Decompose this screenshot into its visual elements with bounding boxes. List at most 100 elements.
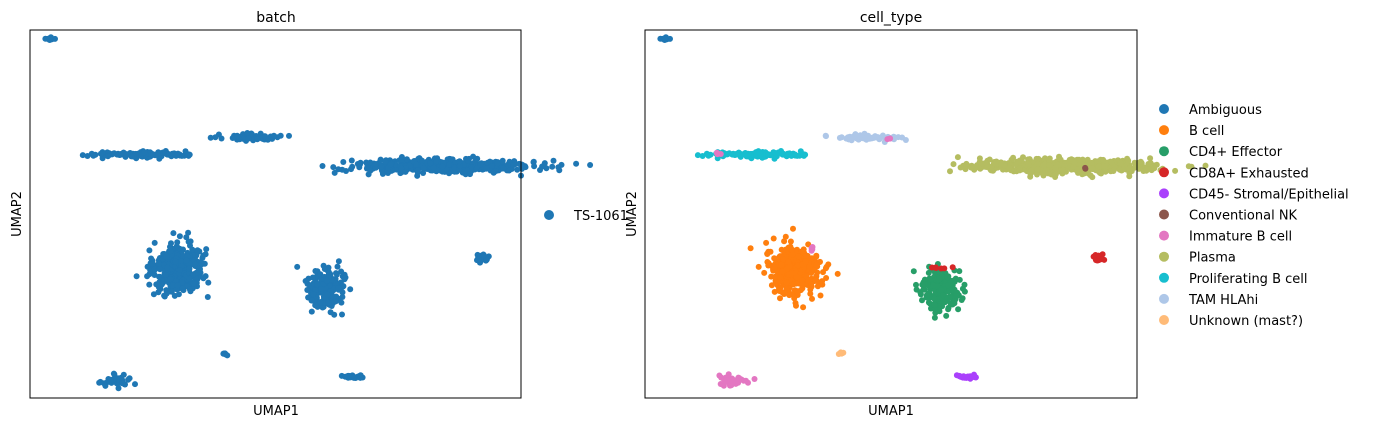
cell-point [530,158,537,165]
cell-point [340,159,347,165]
cell-point [312,302,319,309]
cell-point [992,160,999,167]
cell-point [218,135,225,142]
cell-point [925,291,932,298]
cell-point [772,150,779,157]
cell-point [782,246,789,253]
cell-point [331,311,338,318]
legend-label: Ambiguous [1189,103,1262,118]
cell-point [961,281,968,288]
cell-point [789,270,796,276]
cell-point [84,153,91,159]
cell-point [500,165,507,172]
plot-frame [644,29,1138,399]
cell-point [348,166,354,173]
cell-point [339,166,346,173]
cell-point [427,160,434,167]
legend-label: CD8A+ Exhausted [1189,166,1309,181]
cell-point [1095,252,1102,259]
cell-point [531,163,538,170]
cell-point [115,385,122,392]
cell-point [365,171,372,178]
cell-point [788,246,795,253]
cell-point [205,279,212,286]
cell-point [126,375,133,382]
cell-point [1102,168,1109,175]
legend: TS-1061 [544,209,628,224]
cell-point [189,271,196,278]
cell-point [795,253,802,260]
cell-point [786,292,793,299]
cell-point [79,152,86,159]
cell-point [887,135,894,142]
batch-panel: batch UMAP1 UMAP2 TS-1061 [10,10,628,419]
cell-point [90,152,97,159]
legend-label: B cell [1189,124,1224,139]
cell-point [339,311,345,318]
cell-point [347,286,354,293]
cell-point [819,278,826,285]
cell-point [825,261,832,268]
cell-point [270,132,277,139]
plot-frame [29,29,522,399]
cell-point [772,273,779,280]
cell-point [1052,164,1059,171]
cell-point [194,269,201,276]
cell-point [1015,158,1022,165]
cell-point [767,248,774,255]
cell-point [202,251,209,258]
cell-point [945,282,952,289]
cell-point [963,160,970,167]
cell-point [174,282,181,289]
legend-label: Proliferating B cell [1189,272,1308,287]
cell-point [333,270,339,277]
cell-point [204,294,211,300]
cell-point [111,150,118,157]
cell-point [141,149,148,156]
legend-label: CD4+ Effector [1189,145,1283,160]
cell-point [805,277,812,284]
cell-point [168,288,175,295]
cell-point [998,161,1004,167]
cell-point [802,258,809,265]
cell-point [765,262,772,269]
cell-point [973,163,979,170]
cell-point [799,277,806,284]
cell-point [808,255,815,262]
cell-point [738,151,745,158]
cell-point [146,247,153,254]
cell-point [899,134,906,141]
cell-point [309,297,316,304]
cell-point [398,165,405,172]
cell-point [1137,158,1144,165]
cell-point [494,160,501,167]
legend-label: TS-1061 [573,209,628,224]
cell-point [541,160,548,167]
cell-point [150,151,156,158]
cell-point [488,163,495,169]
cell-point [763,239,770,246]
cell-point [556,167,563,174]
cell-point [780,256,787,263]
cell-point [836,134,843,141]
cell-point [367,159,374,166]
cell-point [97,378,104,385]
panel-title: batch [256,10,296,26]
cell-point [382,158,389,165]
cell-point [823,133,829,140]
cell-point [931,302,938,309]
cell-point [146,281,153,288]
cell-point [133,273,140,280]
cell-point [778,261,785,268]
cell-point [499,159,506,165]
cell-point [128,153,135,160]
cell-point [944,274,951,281]
cell-point [156,273,163,280]
cell-point [402,168,409,175]
cell-point [335,258,342,265]
cell-type-panel: cell_type UMAP1 UMAP2 Ambiguous B cell CD4… [625,10,1349,419]
cell-point [186,286,193,293]
cell-point [132,381,138,388]
cell-point [186,275,193,282]
cell-point [179,285,186,292]
